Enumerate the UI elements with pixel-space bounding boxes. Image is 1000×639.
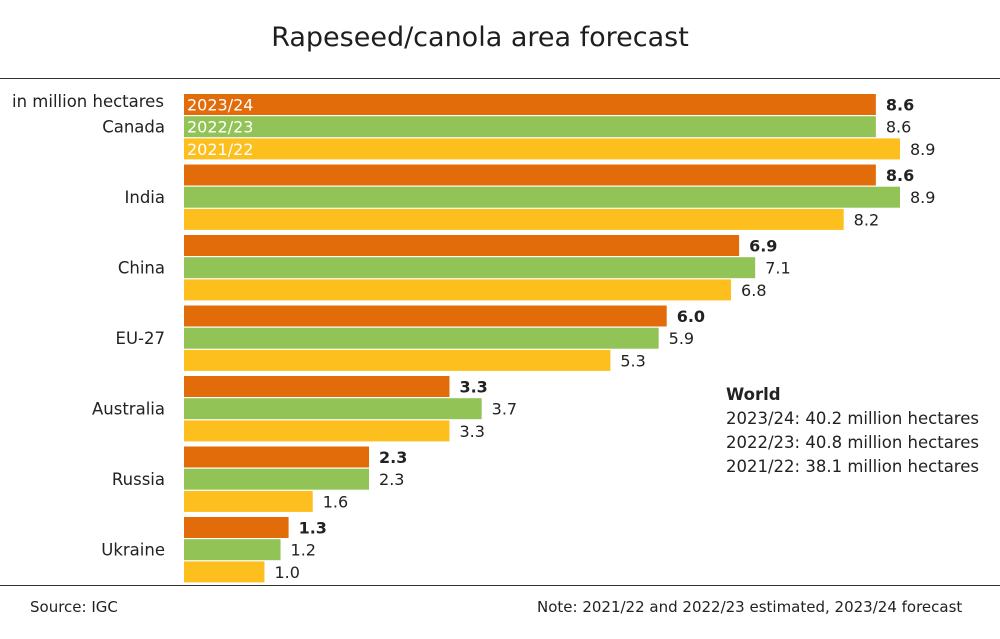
value-label-china-2021-22: 6.8	[741, 281, 766, 300]
category-label-india: India	[125, 188, 166, 207]
bar-australia-2021-22	[184, 420, 450, 442]
bar-canada-2021-22	[184, 138, 900, 160]
value-label-canada-2021-22: 8.9	[910, 140, 935, 159]
value-label-eu-27-2023-24: 6.0	[677, 307, 705, 326]
bar-australia-2023-24	[184, 376, 450, 397]
value-label-russia-2021-22: 1.6	[323, 492, 348, 511]
legend-label-2022-23: 2022/23	[187, 118, 253, 137]
value-label-russia-2023-24: 2.3	[379, 448, 407, 467]
top-rule	[0, 78, 1000, 79]
value-label-china-2023-24: 6.9	[749, 237, 777, 256]
source-note: Source: IGC	[30, 598, 118, 616]
value-label-canada-2023-24: 8.6	[886, 96, 914, 115]
bar-russia-2021-22	[184, 490, 313, 512]
bar-russia-2023-24	[184, 446, 370, 468]
value-label-india-2023-24: 8.6	[886, 166, 914, 185]
value-label-australia-2021-22: 3.3	[459, 422, 484, 441]
bar-ukraine-2023-24	[184, 517, 289, 538]
bar-china-2022-23	[184, 257, 756, 279]
bar-china-2023-24	[184, 235, 740, 256]
category-label-canada: Canada	[102, 118, 165, 137]
value-label-russia-2022-23: 2.3	[379, 470, 404, 489]
world-totals: World 2023/24: 40.2 million hectares 202…	[726, 383, 979, 479]
chart-title: Rapeseed/canola area forecast	[271, 22, 689, 53]
category-label-australia: Australia	[92, 400, 165, 419]
bar-india-2023-24	[184, 164, 876, 186]
bar-canada-2023-24	[184, 94, 876, 115]
value-label-india-2021-22: 8.2	[854, 210, 879, 229]
value-label-ukraine-2023-24: 1.3	[299, 519, 327, 538]
value-label-ukraine-2021-22: 1.0	[274, 563, 299, 582]
value-label-eu-27-2021-22: 5.3	[620, 351, 645, 370]
bottom-rule	[0, 585, 1000, 586]
category-label-eu-27: EU-27	[116, 329, 165, 348]
value-label-china-2022-23: 7.1	[765, 259, 790, 278]
value-label-india-2022-23: 8.9	[910, 188, 935, 207]
footnote: Note: 2021/22 and 2022/23 estimated, 202…	[537, 598, 963, 616]
value-label-australia-2022-23: 3.7	[492, 400, 517, 419]
bar-eu-27-2023-24	[184, 305, 667, 327]
world-line-2021-22: 2021/22: 38.1 million hectares	[726, 457, 979, 476]
value-label-ukraine-2022-23: 1.2	[291, 541, 316, 560]
bar-eu-27-2022-23	[184, 327, 659, 349]
bar-india-2022-23	[184, 186, 900, 208]
value-label-australia-2023-24: 3.3	[459, 378, 487, 397]
category-label-russia: Russia	[112, 470, 165, 489]
world-heading: World	[726, 385, 781, 404]
bar-canada-2022-23	[184, 116, 876, 138]
value-label-eu-27-2022-23: 5.9	[669, 329, 694, 348]
unit-label: in million hectares	[12, 92, 164, 111]
bar-india-2021-22	[184, 208, 844, 230]
bar-russia-2022-23	[184, 468, 370, 490]
bar-ukraine-2022-23	[184, 539, 281, 561]
bar-ukraine-2021-22	[184, 561, 265, 583]
value-label-canada-2022-23: 8.6	[886, 118, 911, 137]
legend-label-2021-22: 2021/22	[187, 140, 253, 159]
legend-label-2023-24: 2023/24	[187, 96, 253, 115]
world-line-2023-24: 2023/24: 40.2 million hectares	[726, 409, 979, 428]
category-label-ukraine: Ukraine	[101, 541, 165, 560]
bar-australia-2022-23	[184, 398, 482, 420]
bar-china-2021-22	[184, 279, 732, 301]
bar-eu-27-2021-22	[184, 349, 611, 371]
world-line-2022-23: 2022/23: 40.8 million hectares	[726, 433, 979, 452]
category-label-china: China	[118, 259, 165, 278]
